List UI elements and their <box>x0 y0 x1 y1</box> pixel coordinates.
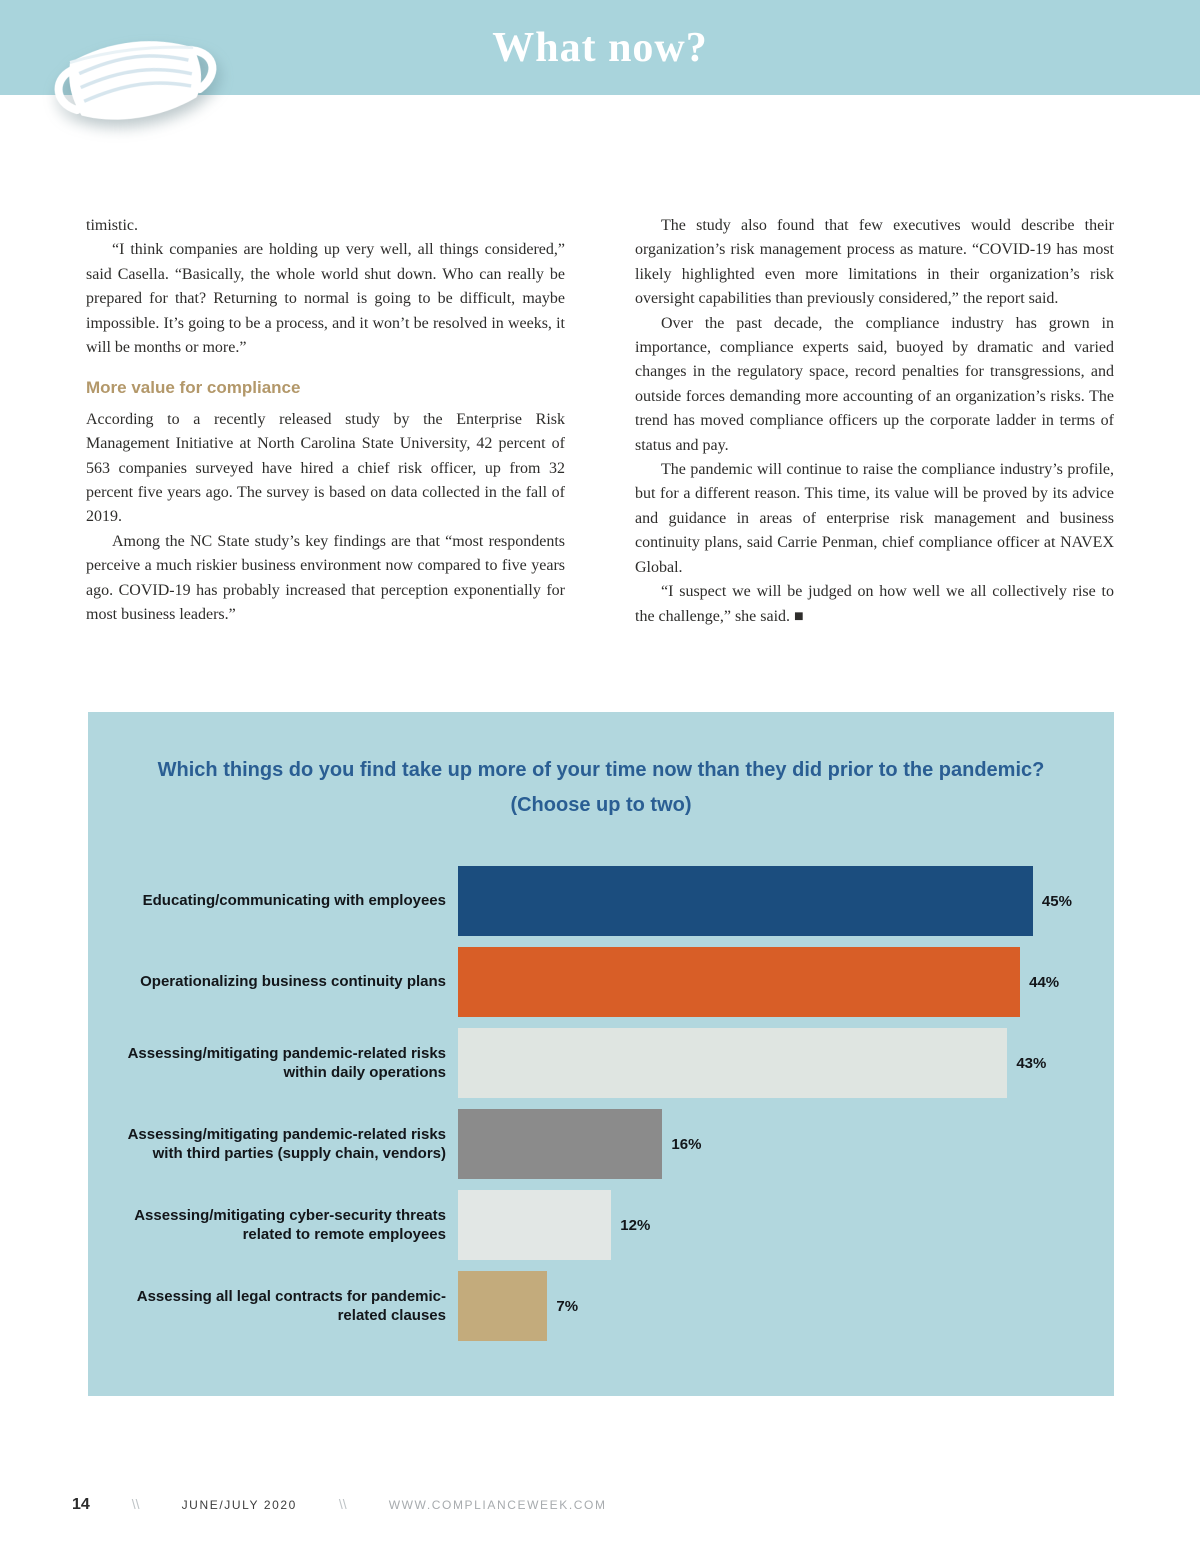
bar <box>458 1028 1008 1098</box>
bar-row: Assessing all legal contracts for pandem… <box>118 1271 1084 1341</box>
bar-label: Assessing all legal contracts for pandem… <box>136 1287 446 1325</box>
bar <box>458 1271 548 1341</box>
bar-row: Educating/communicating with employees 4… <box>118 866 1084 936</box>
paragraph: Among the NC State study’s key findings … <box>86 532 565 624</box>
bar-value: 7% <box>556 1297 579 1315</box>
paragraph: “I suspect we will be judged on how well… <box>635 583 1114 625</box>
bar-chart: Which things do you find take up more of… <box>88 712 1114 1396</box>
footer-separator: \\ <box>131 1496 140 1512</box>
bar-value: 12% <box>620 1216 651 1234</box>
bar-label: Educating/communicating with employees <box>142 892 446 910</box>
website-url: WWW.COMPLIANCEWEEK.COM <box>388 1498 607 1512</box>
page-number: 14 <box>72 1496 90 1513</box>
bar-area: 7% <box>458 1271 1084 1341</box>
chart-rows: Educating/communicating with employees 4… <box>118 866 1084 1341</box>
bar-row: Assessing/mitigating pandemic-related ri… <box>118 1109 1084 1179</box>
bar-value: 16% <box>671 1135 702 1153</box>
chart-title: Which things do you find take up more of… <box>157 759 1045 781</box>
bar-label: Assessing/mitigating pandemic-related ri… <box>127 1044 446 1082</box>
paragraph: “I think companies are holding up very w… <box>86 241 565 357</box>
section-heading: More value for compliance <box>86 378 301 398</box>
article-body: timistic. “I think companies are holding… <box>86 214 1114 629</box>
bar-area: 44% <box>458 947 1084 1017</box>
paragraph: The pandemic will continue to raise the … <box>635 461 1114 576</box>
bar <box>458 1190 612 1260</box>
bar-area: 43% <box>458 1028 1084 1098</box>
bar-label: Assessing/mitigating cyber-security thre… <box>134 1206 446 1244</box>
issue-date: JUNE/JULY 2020 <box>181 1498 297 1512</box>
bar-label: Operationalizing business continuity pla… <box>140 973 446 991</box>
bar-area: 16% <box>458 1109 1084 1179</box>
bar <box>458 947 1021 1017</box>
bar-label: Assessing/mitigating pandemic-related ri… <box>127 1125 446 1163</box>
paragraph: According to a recently released study b… <box>86 410 565 526</box>
paragraph: timistic. <box>86 217 138 234</box>
paragraph: The study also found that few executives… <box>635 217 1114 308</box>
bar-row: Operationalizing business continuity pla… <box>118 947 1084 1017</box>
face-mask-icon <box>32 8 234 147</box>
article-column-right: The study also found that few executives… <box>635 214 1114 629</box>
bar-area: 12% <box>458 1190 1084 1260</box>
footer-separator: \\ <box>338 1496 347 1512</box>
bar-value: 44% <box>1029 973 1060 991</box>
bar-row: Assessing/mitigating pandemic-related ri… <box>118 1028 1084 1098</box>
article-column-left: timistic. “I think companies are holding… <box>86 214 565 629</box>
bar-row: Assessing/mitigating cyber-security thre… <box>118 1190 1084 1260</box>
paragraph: Over the past decade, the compliance ind… <box>635 314 1114 454</box>
bar-value: 45% <box>1041 892 1072 910</box>
bar <box>458 1109 663 1179</box>
page-title: What now? <box>492 24 708 71</box>
bar-area: 45% <box>458 866 1084 936</box>
chart-subtitle: (Choose up to two) <box>510 794 692 816</box>
page-footer: 14 \\ JUNE/JULY 2020 \\ WWW.COMPLIANCEWE… <box>72 1496 1128 1514</box>
bar-value: 43% <box>1016 1054 1047 1072</box>
bar <box>458 866 1033 936</box>
